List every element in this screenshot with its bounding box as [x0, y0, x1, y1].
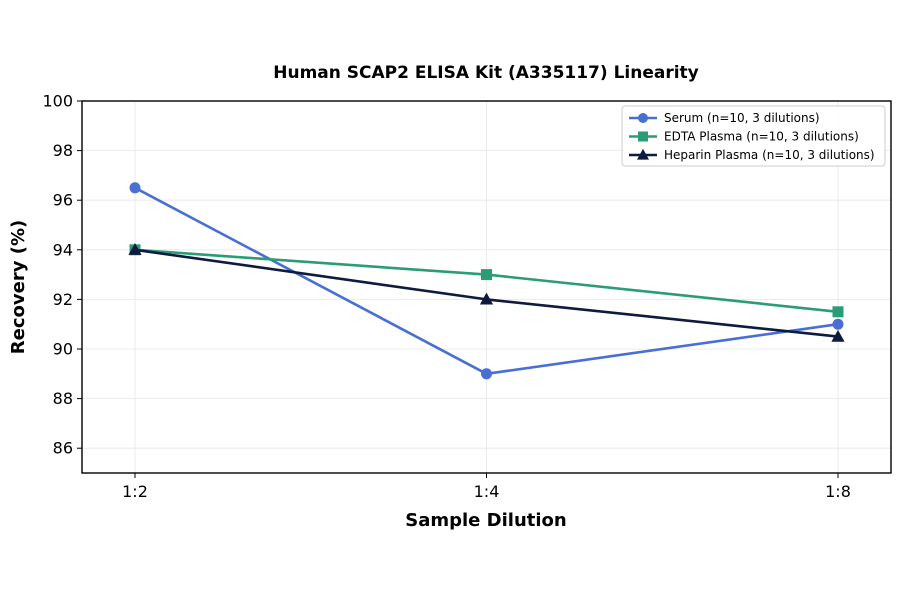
- data-point: [481, 368, 492, 380]
- series-layer: [128, 182, 845, 380]
- x-tick-label: 1:4: [474, 482, 500, 501]
- legend: Serum (n=10, 3 dilutions) EDTA Plasma (n=…: [621, 105, 886, 167]
- legend-marker: [636, 148, 650, 160]
- legend-label: Serum (n=10, 3 dilutions): [664, 111, 820, 125]
- legend-entry: Heparin Plasma (n=10, 3 dilutions): [629, 148, 875, 162]
- x-axis-label: Sample Dilution: [405, 510, 566, 531]
- legend-marker: [638, 113, 648, 123]
- legend-marker: [638, 131, 648, 142]
- y-tick-label: 98: [53, 141, 73, 160]
- x-tick-label: 1:2: [122, 482, 148, 501]
- legend-label: EDTA Plasma (n=10, 3 dilutions): [664, 130, 859, 144]
- y-axis-label: Recovery (%): [8, 220, 29, 354]
- y-tick-label: 92: [53, 290, 73, 309]
- data-point: [129, 182, 141, 194]
- data-point: [481, 269, 492, 281]
- series-3: [128, 243, 845, 342]
- x-tick-label: 1:8: [825, 482, 851, 501]
- data-point: [479, 292, 494, 305]
- data-point: [832, 306, 844, 318]
- series-1: [129, 182, 844, 380]
- legend-entry: EDTA Plasma (n=10, 3 dilutions): [629, 130, 859, 144]
- y-axis-ticks: 86 88 90 92 94 96 98 100: [42, 92, 82, 458]
- data-point: [832, 318, 844, 330]
- data-point: [831, 329, 845, 342]
- data-point: [128, 243, 142, 255]
- y-tick-label: 86: [53, 439, 73, 458]
- y-tick-label: 90: [53, 340, 73, 359]
- legend-entry: Serum (n=10, 3 dilutions): [629, 111, 820, 125]
- y-tick-label: 96: [53, 191, 73, 210]
- chart-title: Human SCAP2 ELISA Kit (A335117) Linearit…: [273, 63, 699, 83]
- legend-label: Heparin Plasma (n=10, 3 dilutions): [664, 148, 875, 162]
- y-tick-label: 94: [53, 240, 73, 259]
- legend-box: [621, 105, 886, 167]
- y-tick-label: 100: [42, 92, 73, 111]
- x-axis-ticks: 1:2 1:4 1:8: [122, 473, 851, 501]
- y-tick-label: 88: [53, 389, 73, 408]
